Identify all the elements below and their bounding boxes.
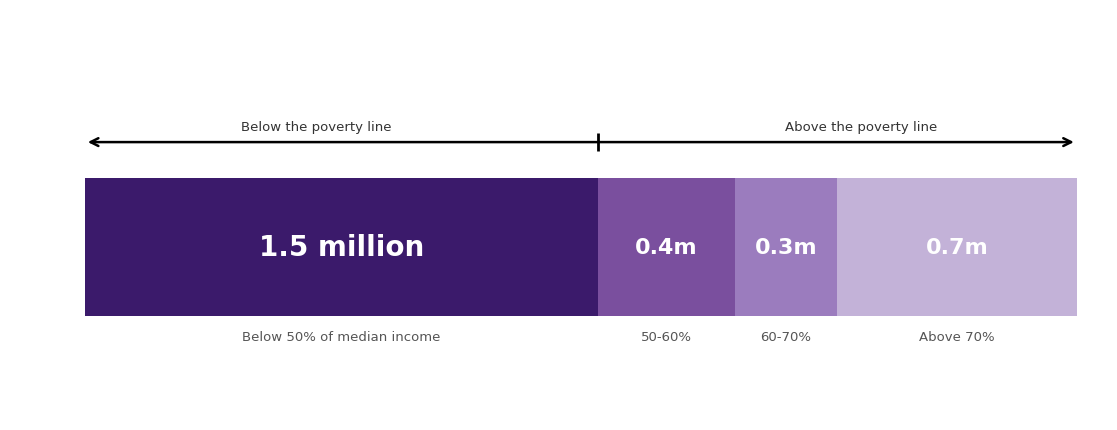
Text: Above the poverty line: Above the poverty line xyxy=(785,121,937,134)
Bar xyxy=(838,179,1077,316)
Text: 0.4m: 0.4m xyxy=(634,237,698,258)
Bar xyxy=(735,179,838,316)
Bar xyxy=(598,179,735,316)
Text: Below 50% of median income: Below 50% of median income xyxy=(242,331,441,344)
Text: 0.7m: 0.7m xyxy=(926,237,989,258)
Text: Above 70%: Above 70% xyxy=(919,331,995,344)
Text: 1.5 million: 1.5 million xyxy=(259,233,424,261)
Text: Below the poverty line: Below the poverty line xyxy=(240,121,391,134)
Text: 0.3m: 0.3m xyxy=(755,237,818,258)
Bar xyxy=(85,179,598,316)
Text: 60-70%: 60-70% xyxy=(761,331,812,344)
Text: 50-60%: 50-60% xyxy=(641,331,691,344)
